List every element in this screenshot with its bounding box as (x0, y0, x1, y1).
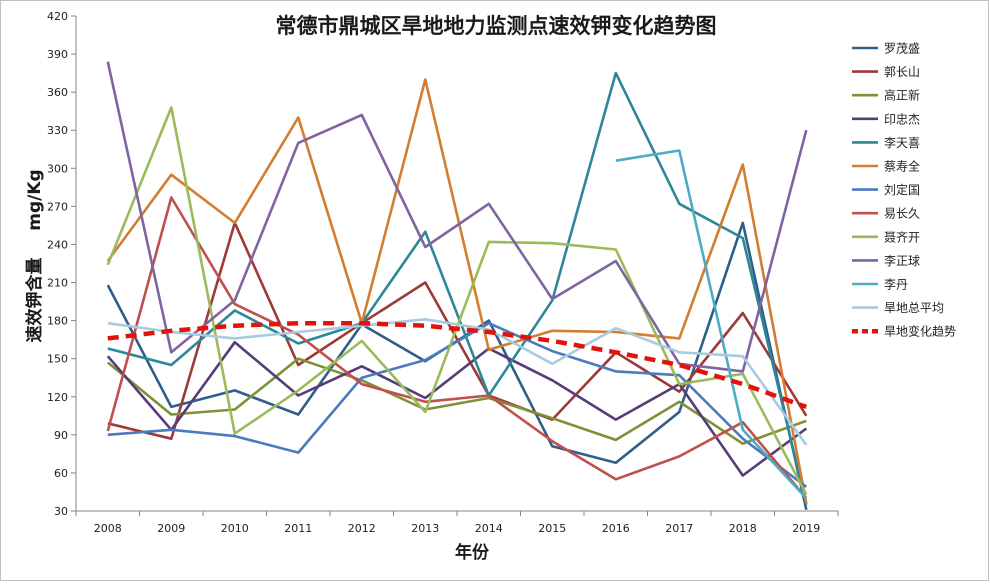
legend-label: 高正新 (884, 88, 920, 103)
x-tick-label: 2015 (538, 522, 566, 535)
x-tick-label: 2011 (284, 522, 312, 535)
y-axis-unit: mg/Kg (25, 169, 45, 230)
legend-label: 印忠杰 (884, 112, 920, 126)
legend-label: 李正球 (884, 253, 920, 268)
y-tick-label: 30 (54, 505, 68, 518)
y-tick-label: 360 (47, 86, 68, 99)
y-tick-label: 240 (47, 238, 68, 251)
x-tick-label: 2017 (665, 522, 693, 535)
series-line-13 (107, 320, 808, 410)
x-tick-label: 2016 (602, 522, 630, 535)
legend-label: 李天喜 (884, 135, 920, 150)
series-line-3 (106, 357, 807, 445)
x-tick-label: 2012 (348, 522, 376, 535)
plot-lines (106, 61, 808, 510)
legend-label: 郭长山 (884, 65, 920, 79)
y-tick-label: 150 (47, 353, 68, 366)
legend-label: 聂齐开 (884, 229, 920, 244)
y-tick-label: 420 (47, 10, 68, 23)
y-tick-label: 60 (54, 467, 68, 480)
series-line-8 (106, 196, 808, 500)
x-axis-title: 年份 (455, 542, 490, 563)
series-line-10 (106, 61, 808, 373)
chart-title: 常德市鼎城区旱地地力监测点速效钾变化趋势图 (276, 14, 717, 38)
x-tick-label: 2008 (94, 522, 122, 535)
y-tick-label: 180 (47, 315, 68, 328)
legend-label: 刘定国 (884, 182, 920, 197)
x-tick-label: 2009 (157, 522, 185, 535)
y-tick-label: 120 (47, 391, 68, 404)
x-tick-label: 2010 (221, 522, 249, 535)
y-tick-label: 300 (47, 162, 68, 175)
series-line-4 (106, 340, 808, 477)
series-line-5 (107, 71, 808, 506)
x-tick-label: 2013 (411, 522, 439, 535)
legend-label: 旱地总平均 (884, 301, 944, 315)
y-tick-label: 210 (47, 277, 68, 290)
series-line-6 (106, 78, 808, 504)
series-line-12 (107, 318, 808, 446)
x-tick-label: 2019 (792, 522, 820, 535)
legend: 罗茂盛郭长山高正新印忠杰李天喜蔡寿全刘定国易长久聂齐开李正球李丹旱地总平均旱地变… (852, 41, 956, 339)
x-tick-label: 2014 (475, 522, 503, 535)
y-axis-title: 速效钾含量 (24, 258, 45, 343)
y-tick-label: 90 (54, 429, 68, 442)
legend-label: 李丹 (884, 277, 908, 292)
series-line-11 (615, 149, 808, 500)
series-line-7 (107, 321, 808, 488)
y-tick-label: 330 (47, 124, 68, 137)
legend-label: 蔡寿全 (884, 159, 920, 174)
x-tick-label: 2018 (729, 522, 757, 535)
y-tick-label: 390 (47, 48, 68, 61)
legend-label: 旱地变化趋势 (884, 324, 956, 339)
legend-label: 易长久 (884, 207, 920, 221)
legend-label: 罗茂盛 (884, 41, 920, 56)
series-line-2 (107, 221, 808, 440)
y-tick-label: 270 (47, 200, 68, 213)
axes: 30 60 90 120 150 180 210 240 270 300 330 360 390 420 2… (47, 10, 839, 535)
